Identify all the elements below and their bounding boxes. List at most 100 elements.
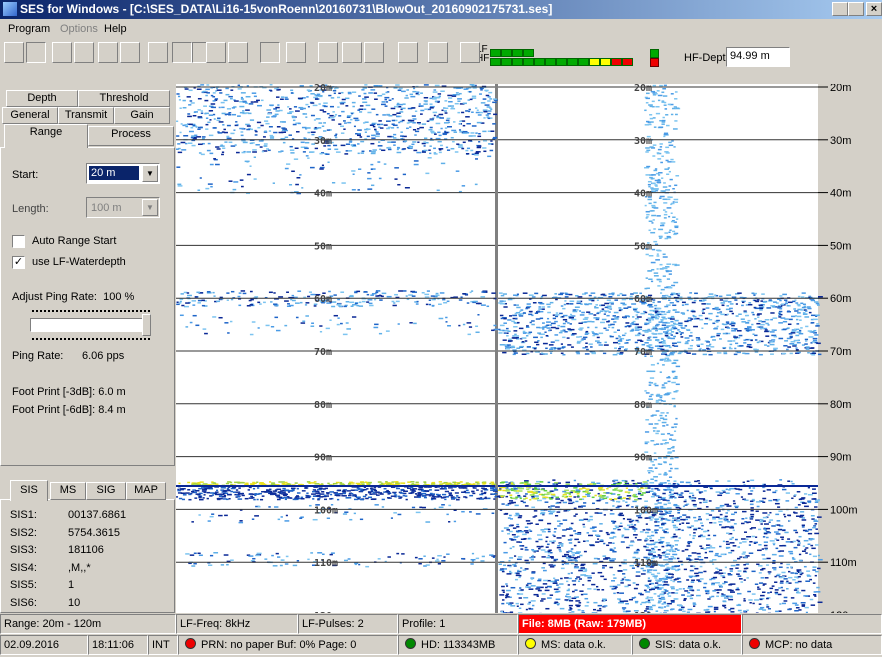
echo-speckle (180, 492, 185, 495)
toolbar-button[interactable] (228, 42, 248, 63)
echo-speckle (735, 564, 740, 566)
toolbar-button[interactable] (206, 42, 226, 63)
tab[interactable]: Process (88, 126, 174, 146)
echo-speckle (419, 105, 424, 107)
tab[interactable]: Transmit (58, 107, 114, 124)
echo-speckle (767, 608, 771, 610)
echo-speckle (444, 498, 447, 501)
toolbar-button[interactable] (398, 42, 418, 63)
toolbar-button[interactable] (318, 42, 338, 63)
toolbar-button[interactable] (172, 42, 192, 63)
echo-speckle (296, 192, 301, 195)
maximize-button[interactable] (848, 2, 864, 16)
echo-speckle (733, 502, 736, 505)
toolbar-button[interactable] (286, 42, 306, 63)
echo-speckle (734, 337, 738, 340)
start-select[interactable]: 20 m ▼ (86, 163, 160, 184)
echo-speckle (472, 484, 475, 486)
menu-item[interactable]: Help (104, 23, 127, 35)
toolbar-button[interactable] (4, 42, 24, 63)
echo-speckle (594, 326, 598, 329)
checkbox-checked[interactable]: ✓ (12, 256, 25, 269)
toolbar-button[interactable] (120, 42, 140, 63)
echo-speckle (226, 560, 231, 563)
echo-speckle (795, 349, 799, 351)
echo-speckle (203, 494, 206, 496)
toolbar-button[interactable] (460, 42, 480, 63)
dropdown-button[interactable]: ▼ (142, 199, 158, 216)
echo-speckle (676, 482, 679, 485)
echo-speckle (646, 543, 649, 545)
echo-speckle (226, 135, 230, 138)
echo-speckle (647, 580, 652, 582)
toolbar-button[interactable] (364, 42, 384, 63)
echo-speckle (265, 324, 270, 327)
dropdown-button[interactable]: ▼ (142, 165, 158, 182)
echo-speckle (656, 90, 660, 92)
echo-speckle (569, 556, 575, 559)
length-select[interactable]: 100 m ▼ (86, 197, 160, 218)
echo-speckle (787, 608, 791, 611)
tab[interactable]: General (2, 107, 58, 124)
toolbar-button[interactable] (148, 42, 168, 63)
tab[interactable]: MS (50, 482, 86, 500)
tab[interactable]: SIG (86, 482, 126, 500)
echo-speckle (465, 482, 469, 484)
echo-speckle (332, 89, 337, 92)
echo-speckle (799, 498, 805, 500)
echo-speckle (367, 172, 371, 174)
echo-speckle (520, 337, 523, 340)
menu-item[interactable]: Options (60, 23, 98, 35)
echo-speckle (307, 295, 311, 298)
minimize-button[interactable] (832, 2, 848, 16)
echo-speckle (296, 487, 299, 490)
echo-speckle (635, 601, 638, 604)
echo-speckle (644, 531, 650, 534)
echo-speckle (631, 328, 635, 331)
tab-active[interactable]: Range (4, 124, 88, 148)
toolbar-button[interactable] (260, 42, 280, 63)
echo-speckle (628, 339, 631, 341)
echo-speckle (671, 576, 674, 578)
echo-speckle (649, 309, 655, 312)
toolbar-button[interactable] (26, 42, 46, 63)
tab[interactable]: Threshold (78, 90, 170, 107)
tab[interactable]: Gain (114, 107, 170, 124)
echo-speckle (655, 112, 661, 115)
checkbox[interactable] (12, 235, 25, 248)
echo-speckle (653, 491, 656, 494)
toolbar-button[interactable] (428, 42, 448, 63)
echo-speckle (669, 302, 674, 304)
echo-speckle (523, 495, 527, 497)
tab[interactable]: MAP (126, 482, 166, 500)
echo-speckle (652, 512, 656, 514)
echo-speckle (332, 111, 335, 113)
echo-speckle (789, 552, 794, 555)
echo-speckle (384, 98, 387, 101)
tab[interactable]: Depth (6, 90, 78, 107)
echo-speckle (228, 497, 231, 500)
toolbar-button[interactable] (98, 42, 118, 63)
echo-speckle (290, 152, 295, 154)
echo-speckle (196, 291, 201, 294)
close-button[interactable]: × (866, 2, 882, 16)
echo-speckle (471, 111, 474, 114)
echo-speckle (568, 329, 573, 332)
toolbar-button[interactable] (52, 42, 72, 63)
menu-item[interactable]: Program (8, 23, 51, 35)
echo-speckle (679, 507, 682, 510)
echo-speckle (594, 333, 599, 336)
toolbar-button[interactable] (74, 42, 94, 63)
echo-speckle (217, 498, 221, 501)
toolbar-button[interactable] (342, 42, 362, 63)
echo-speckle (691, 309, 694, 312)
slider-thumb[interactable] (142, 314, 151, 336)
echo-speckle (673, 345, 679, 347)
echo-speckle (515, 318, 518, 320)
echo-speckle (675, 299, 678, 302)
echo-speckle (505, 594, 509, 597)
echo-speckle (700, 534, 703, 536)
tab-active[interactable]: SIS (10, 480, 48, 501)
echo-speckle (786, 327, 789, 330)
echo-speckle (346, 115, 352, 117)
